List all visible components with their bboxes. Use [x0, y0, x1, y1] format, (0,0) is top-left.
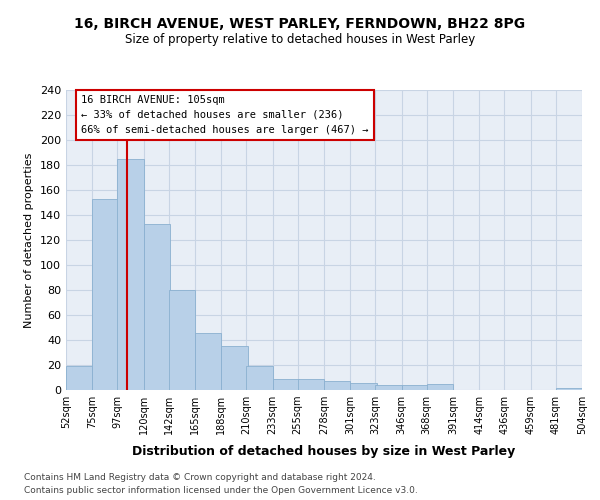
Bar — [169, 290, 195, 390]
Bar — [247, 366, 272, 390]
Y-axis label: Number of detached properties: Number of detached properties — [25, 152, 34, 328]
Bar — [272, 379, 299, 390]
Bar — [350, 382, 377, 390]
Bar — [118, 159, 143, 390]
Bar — [324, 381, 350, 390]
Bar — [376, 385, 401, 390]
Bar — [221, 346, 248, 390]
Bar — [195, 332, 221, 390]
Text: 16 BIRCH AVENUE: 105sqm
← 33% of detached houses are smaller (236)
66% of semi-d: 16 BIRCH AVENUE: 105sqm ← 33% of detache… — [81, 95, 368, 134]
Text: 16, BIRCH AVENUE, WEST PARLEY, FERNDOWN, BH22 8PG: 16, BIRCH AVENUE, WEST PARLEY, FERNDOWN,… — [74, 18, 526, 32]
Bar — [298, 379, 324, 390]
Bar — [556, 388, 582, 390]
X-axis label: Distribution of detached houses by size in West Parley: Distribution of detached houses by size … — [133, 446, 515, 458]
Bar — [143, 224, 170, 390]
Bar — [66, 366, 92, 390]
Bar — [401, 385, 428, 390]
Text: Size of property relative to detached houses in West Parley: Size of property relative to detached ho… — [125, 32, 475, 46]
Bar — [427, 384, 453, 390]
Text: Contains HM Land Registry data © Crown copyright and database right 2024.: Contains HM Land Registry data © Crown c… — [24, 474, 376, 482]
Text: Contains public sector information licensed under the Open Government Licence v3: Contains public sector information licen… — [24, 486, 418, 495]
Bar — [92, 198, 119, 390]
